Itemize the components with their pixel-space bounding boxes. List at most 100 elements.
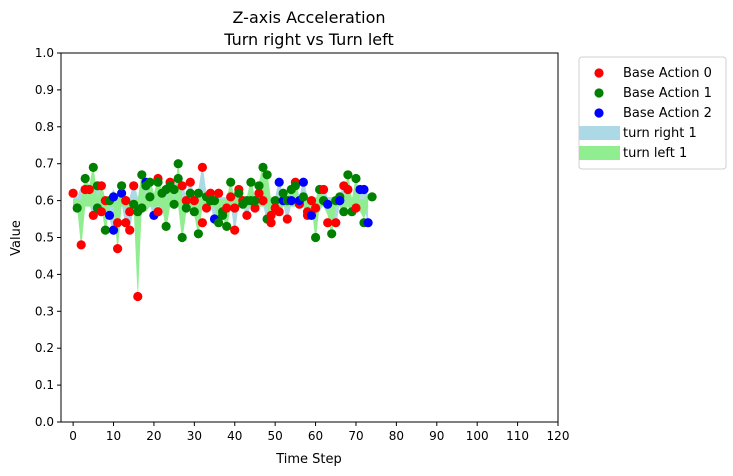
point-action-2: [117, 188, 127, 198]
point-action-0: [230, 203, 240, 213]
point-action-1: [117, 181, 127, 191]
point-action-1: [177, 232, 187, 243]
chart-title: Z-axis Acceleration: [232, 8, 385, 27]
point-action-0: [113, 244, 123, 254]
point-action-2: [359, 184, 369, 195]
legend-marker: [594, 68, 604, 78]
point-action-0: [266, 210, 276, 220]
y-axis: 0.0 0.1 0.2 0.3 0.4 0.5 0.6 0.7 0.8 0.9 1.0: [35, 46, 61, 429]
legend-swatch: [579, 146, 620, 160]
y-tick-label: 0.3: [35, 304, 54, 318]
point-action-1: [193, 188, 203, 198]
point-action-0: [84, 184, 94, 195]
y-tick-label: 0.5: [35, 231, 54, 245]
point-action-1: [153, 177, 163, 187]
point-action-2: [298, 177, 308, 187]
point-action-2: [363, 218, 373, 228]
y-tick-label: 1.0: [35, 46, 54, 60]
point-action-1: [181, 203, 191, 213]
point-action-1: [169, 184, 179, 195]
point-action-1: [193, 229, 203, 239]
legend-label: Base Action 2: [623, 106, 712, 121]
x-tick-label: 0: [69, 429, 77, 443]
legend-marker: [594, 88, 604, 98]
point-action-0: [222, 203, 232, 213]
point-action-1: [226, 177, 236, 187]
point-action-0: [242, 210, 252, 220]
point-action-0: [306, 196, 317, 206]
point-action-0: [133, 291, 143, 302]
point-action-0: [266, 218, 276, 228]
x-tick-label: 80: [389, 429, 404, 443]
point-action-0: [113, 218, 123, 228]
point-action-1: [262, 170, 272, 180]
point-action-1: [189, 207, 199, 217]
point-action-0: [197, 218, 207, 228]
point-action-2: [323, 199, 333, 209]
point-action-0: [282, 214, 292, 224]
point-action-1: [327, 229, 337, 239]
legend-swatch: [579, 126, 620, 140]
point-action-1: [258, 162, 268, 172]
chart-subtitle: Turn right vs Turn left: [223, 30, 394, 49]
x-tick-label: 10: [106, 429, 121, 443]
point-action-0: [153, 207, 163, 217]
point-action-0: [121, 196, 131, 206]
legend-label: Base Action 0: [623, 66, 712, 81]
point-action-1: [298, 192, 308, 202]
point-action-1: [137, 203, 147, 213]
point-action-1: [185, 188, 195, 198]
y-tick-label: 0.2: [35, 341, 54, 355]
x-tick-label: 100: [466, 429, 489, 443]
band-turn-right-1: [73, 163, 369, 234]
x-tick-label: 40: [227, 429, 242, 443]
point-action-1: [100, 225, 110, 235]
x-tick-label: 50: [268, 429, 283, 443]
legend-marker: [594, 108, 604, 118]
point-action-2: [274, 177, 284, 187]
legend-label: Base Action 1: [623, 86, 712, 101]
point-action-0: [181, 196, 191, 206]
point-action-1: [222, 221, 232, 231]
point-action-2: [286, 196, 296, 206]
point-action-2: [104, 210, 115, 220]
y-tick-label: 0.4: [35, 267, 54, 281]
point-action-1: [214, 218, 224, 228]
point-action-0: [185, 177, 195, 187]
point-action-1: [161, 221, 171, 231]
x-axis: 0 10 20 30 40 50 60 70 80 90 100 110 120: [69, 422, 569, 443]
point-action-1: [169, 199, 179, 209]
point-action-1: [209, 196, 220, 206]
x-tick-label: 60: [308, 429, 323, 443]
point-action-1: [173, 159, 183, 169]
point-action-0: [96, 181, 106, 191]
point-action-0: [125, 207, 135, 217]
point-action-0: [343, 184, 353, 195]
point-action-0: [254, 188, 264, 198]
point-action-0: [205, 188, 216, 198]
point-action-0: [351, 203, 361, 213]
y-tick-label: 0.1: [35, 378, 54, 392]
point-action-1: [278, 188, 288, 198]
point-action-0: [226, 192, 236, 202]
point-action-1: [129, 199, 139, 209]
point-action-0: [214, 188, 224, 198]
point-layer: [68, 159, 377, 302]
y-tick-label: 0.9: [35, 83, 54, 97]
point-action-0: [197, 162, 207, 172]
point-action-0: [323, 218, 333, 228]
point-action-0: [121, 218, 131, 228]
point-action-0: [230, 225, 240, 235]
x-tick-label: 110: [506, 429, 529, 443]
point-action-0: [331, 218, 341, 228]
point-action-0: [68, 188, 78, 198]
point-action-0: [319, 184, 329, 195]
x-axis-label: Time Step: [275, 452, 342, 467]
point-action-1: [137, 170, 147, 180]
point-action-1: [367, 192, 377, 202]
point-action-2: [108, 225, 119, 235]
y-tick-label: 0.6: [35, 194, 54, 208]
point-action-0: [96, 207, 106, 217]
point-action-0: [258, 196, 268, 206]
point-action-1: [145, 177, 155, 187]
